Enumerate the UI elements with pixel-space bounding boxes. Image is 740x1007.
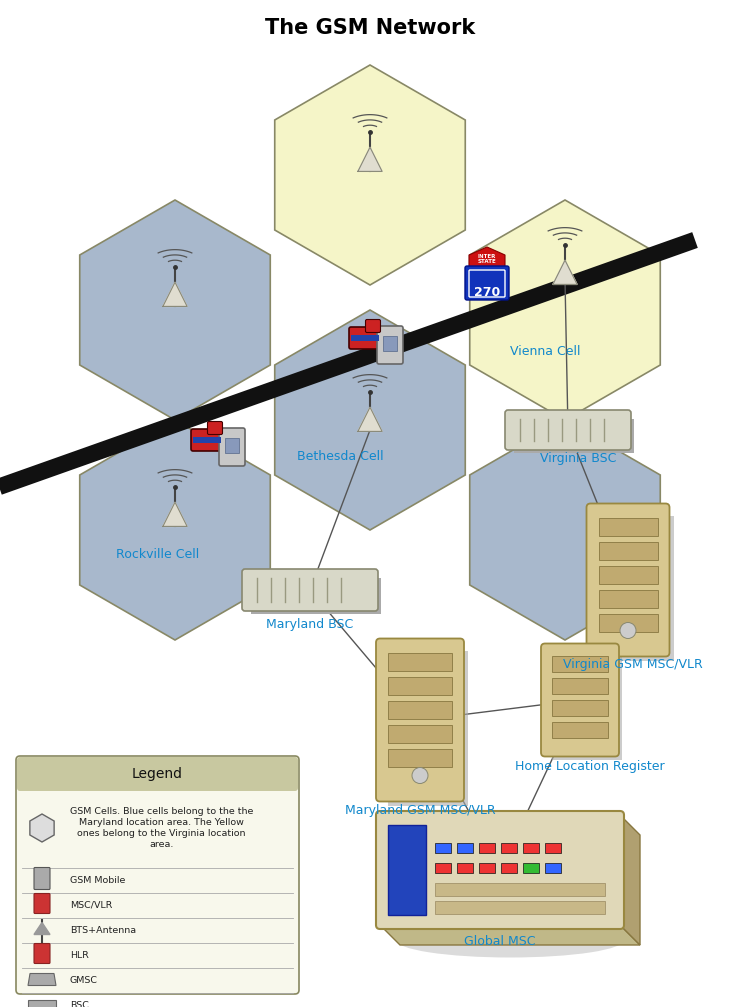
Text: Vienna Cell: Vienna Cell (510, 345, 580, 358)
Polygon shape (620, 815, 640, 945)
Bar (599, 613, 658, 631)
FancyBboxPatch shape (16, 756, 299, 994)
Polygon shape (163, 502, 187, 527)
Polygon shape (163, 282, 187, 306)
Text: MSC/VLR: MSC/VLR (70, 901, 112, 910)
Polygon shape (275, 310, 465, 530)
Polygon shape (30, 814, 54, 842)
Text: Virginia GSM MSC/VLR: Virginia GSM MSC/VLR (563, 658, 703, 671)
Polygon shape (80, 420, 270, 640)
Bar (599, 518, 658, 536)
Text: BSC: BSC (70, 1001, 89, 1007)
Bar (435, 843, 451, 853)
Bar (552, 656, 608, 672)
Bar (457, 843, 473, 853)
FancyBboxPatch shape (34, 893, 50, 913)
Bar (552, 700, 608, 716)
Bar (351, 335, 379, 341)
Polygon shape (553, 260, 577, 284)
FancyBboxPatch shape (17, 757, 298, 792)
Polygon shape (275, 65, 465, 285)
Bar (388, 724, 452, 742)
Bar (501, 863, 517, 873)
FancyBboxPatch shape (34, 867, 50, 889)
Bar (599, 589, 658, 607)
Text: Home Location Register: Home Location Register (515, 760, 665, 773)
Polygon shape (358, 407, 382, 431)
Text: Bethesda Cell: Bethesda Cell (297, 450, 383, 463)
Text: HLR: HLR (70, 951, 89, 960)
Bar (388, 653, 452, 671)
Bar (552, 721, 608, 737)
Polygon shape (380, 925, 640, 945)
Bar (388, 825, 426, 915)
Bar (552, 655, 622, 759)
Text: Legend: Legend (132, 767, 183, 781)
Polygon shape (80, 200, 270, 420)
Bar (599, 516, 673, 661)
Bar (435, 883, 605, 896)
Bar (383, 336, 397, 351)
Bar (28, 1000, 56, 1007)
Bar (435, 901, 605, 914)
Bar (193, 437, 221, 443)
Bar (388, 651, 468, 806)
Bar (552, 678, 608, 694)
Bar (251, 578, 381, 614)
FancyBboxPatch shape (191, 429, 223, 451)
FancyBboxPatch shape (541, 643, 619, 756)
FancyBboxPatch shape (505, 410, 631, 450)
Bar (523, 863, 539, 873)
Bar (545, 863, 561, 873)
FancyBboxPatch shape (377, 326, 403, 364)
Bar (225, 438, 239, 453)
Polygon shape (34, 922, 50, 934)
Polygon shape (28, 974, 56, 986)
FancyBboxPatch shape (376, 811, 624, 929)
Polygon shape (470, 200, 660, 420)
Text: Maryland BSC: Maryland BSC (266, 618, 354, 631)
Bar (501, 843, 517, 853)
FancyBboxPatch shape (349, 327, 381, 349)
Text: 270: 270 (474, 287, 500, 299)
Polygon shape (470, 420, 660, 640)
FancyBboxPatch shape (465, 266, 509, 300)
FancyBboxPatch shape (219, 428, 245, 466)
FancyBboxPatch shape (587, 504, 670, 657)
Bar (435, 863, 451, 873)
FancyBboxPatch shape (366, 319, 380, 332)
Text: GSM Cells. Blue cells belong to the the
Maryland location area. The Yellow
ones : GSM Cells. Blue cells belong to the the … (70, 807, 253, 849)
Bar (457, 863, 473, 873)
Bar (523, 843, 539, 853)
Bar (599, 542, 658, 560)
Bar (514, 419, 634, 453)
Text: GMSC: GMSC (70, 976, 98, 985)
Text: Virginia BSC: Virginia BSC (539, 452, 616, 465)
FancyBboxPatch shape (207, 422, 223, 434)
Circle shape (412, 767, 428, 783)
Text: INTER
STATE: INTER STATE (477, 254, 497, 264)
Text: Rockville Cell: Rockville Cell (116, 548, 200, 561)
Bar (388, 677, 452, 695)
Text: BTS+Antenna: BTS+Antenna (70, 926, 136, 936)
Text: The GSM Network: The GSM Network (265, 18, 475, 38)
Bar (388, 748, 452, 766)
Text: Maryland GSM MSC/VLR: Maryland GSM MSC/VLR (345, 804, 495, 817)
Text: GSM Mobile: GSM Mobile (70, 876, 125, 885)
Polygon shape (469, 247, 505, 268)
Bar (388, 701, 452, 719)
Text: Global MSC: Global MSC (464, 936, 536, 948)
FancyBboxPatch shape (34, 944, 50, 964)
Bar (479, 863, 495, 873)
FancyBboxPatch shape (242, 569, 378, 611)
Bar (599, 566, 658, 583)
FancyBboxPatch shape (376, 638, 464, 802)
Bar (479, 843, 495, 853)
Bar (545, 843, 561, 853)
Circle shape (620, 622, 636, 638)
Ellipse shape (396, 922, 624, 958)
Polygon shape (358, 147, 382, 171)
